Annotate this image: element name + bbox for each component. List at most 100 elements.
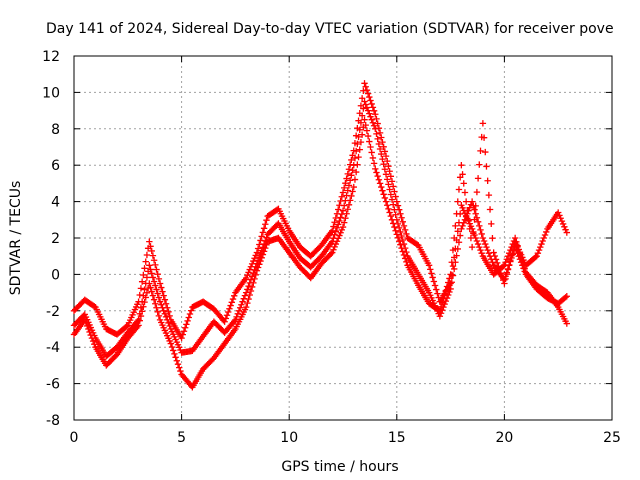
data-point-marker — [508, 252, 515, 259]
data-point-marker — [401, 226, 409, 234]
data-point-marker — [137, 285, 145, 292]
data-point-marker — [456, 232, 464, 239]
data-point-marker — [231, 292, 238, 300]
data-point-marker — [459, 222, 466, 230]
data-point-marker — [381, 148, 389, 155]
data-point-marker — [561, 223, 568, 231]
data-point-marker — [380, 160, 387, 168]
data-point-marker — [366, 138, 373, 145]
data-point-marker — [378, 134, 385, 141]
data-point-marker — [373, 115, 380, 123]
data-point-marker — [91, 340, 98, 348]
data-point-marker — [147, 243, 154, 250]
data-point-marker — [380, 191, 387, 198]
data-point-marker — [259, 229, 267, 236]
data-point-marker — [477, 226, 484, 234]
data-point-marker — [448, 259, 455, 266]
data-point-marker — [164, 316, 171, 324]
data-point-marker — [238, 301, 245, 308]
data-point-marker — [147, 266, 154, 273]
data-point-marker — [356, 146, 363, 153]
data-point-marker — [166, 322, 173, 330]
data-point-marker — [339, 207, 347, 214]
data-point-marker — [150, 278, 158, 285]
data-point-marker — [252, 252, 259, 259]
data-markers — [70, 80, 571, 391]
data-point-marker — [395, 238, 403, 245]
data-point-marker — [349, 167, 356, 174]
data-point-marker — [390, 183, 397, 190]
data-point-marker — [340, 184, 348, 192]
data-point-marker — [247, 287, 255, 295]
data-point-marker — [146, 280, 153, 287]
data-point-marker — [379, 187, 386, 194]
data-point-marker — [329, 249, 336, 256]
data-point-marker — [344, 170, 351, 178]
data-point-marker — [400, 222, 408, 230]
data-point-marker — [251, 275, 258, 283]
data-point-marker — [436, 313, 444, 320]
data-point-marker — [483, 163, 490, 170]
data-point-marker — [387, 191, 395, 198]
data-point-marker — [442, 287, 450, 294]
data-point-marker — [167, 340, 175, 347]
data-point-marker — [505, 261, 513, 269]
data-point-marker — [333, 224, 341, 232]
data-point-marker — [244, 272, 251, 279]
data-point-marker — [472, 210, 479, 217]
data-point-marker — [250, 279, 257, 287]
data-point-marker — [141, 298, 148, 306]
data-point-marker — [364, 107, 372, 114]
data-point-marker — [370, 122, 378, 129]
data-point-marker — [535, 246, 543, 254]
data-point-marker — [364, 90, 372, 97]
data-point-marker — [174, 360, 182, 368]
data-point-marker — [460, 219, 467, 227]
data-point-marker — [379, 138, 386, 146]
y-tick-label: -6 — [46, 377, 60, 393]
data-point-marker — [134, 323, 141, 330]
data-point-marker — [146, 238, 153, 245]
data-point-marker — [391, 188, 398, 195]
data-point-marker — [521, 268, 528, 275]
data-point-marker — [227, 302, 234, 309]
data-point-marker — [473, 188, 481, 196]
data-point-marker — [374, 172, 381, 180]
data-point-marker — [342, 214, 349, 222]
chart-title: Day 141 of 2024, Sidereal Day-to-day VTE… — [46, 21, 614, 37]
data-point-marker — [156, 280, 164, 287]
grid — [74, 56, 612, 420]
data-point-marker — [471, 216, 478, 223]
data-point-marker — [398, 214, 405, 221]
data-point-marker — [394, 234, 402, 241]
data-point-marker — [358, 112, 366, 119]
data-point-marker — [245, 295, 252, 303]
data-point-marker — [385, 163, 392, 170]
data-point-marker — [123, 323, 130, 330]
data-point-marker — [152, 282, 159, 289]
data-point-marker — [507, 257, 514, 264]
data-point-marker — [356, 126, 363, 134]
data-point-marker — [394, 202, 402, 209]
data-point-marker — [344, 206, 351, 213]
data-point-marker — [486, 206, 494, 213]
data-point-marker — [142, 294, 149, 301]
data-point-marker — [474, 218, 482, 226]
data-point-marker — [354, 140, 361, 148]
data-point-marker — [556, 212, 563, 219]
data-point-marker — [361, 80, 368, 87]
data-point-marker — [245, 282, 252, 290]
y-tick-label: 6 — [51, 158, 60, 174]
data-point-marker — [496, 266, 503, 273]
data-point-marker — [153, 266, 160, 273]
data-point-marker — [385, 181, 392, 188]
data-point-marker — [473, 237, 481, 245]
data-point-marker — [398, 244, 405, 252]
data-point-marker — [443, 283, 451, 290]
data-point-marker — [472, 202, 479, 210]
data-point-marker — [559, 220, 567, 228]
data-point-marker — [368, 149, 375, 156]
data-point-marker — [370, 107, 378, 115]
y-tick-label: 4 — [51, 195, 60, 211]
data-point-marker — [449, 246, 457, 254]
